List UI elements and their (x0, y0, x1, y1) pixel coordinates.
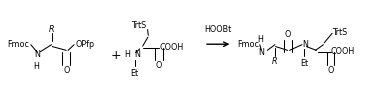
Text: OPfp: OPfp (75, 40, 94, 49)
Text: N: N (134, 50, 140, 59)
Text: R: R (272, 57, 277, 66)
Text: H: H (124, 50, 130, 59)
Text: Et: Et (300, 59, 308, 68)
Text: +: + (110, 49, 121, 62)
Text: O: O (285, 30, 291, 39)
Text: Fmoc: Fmoc (8, 40, 29, 49)
Text: N: N (302, 40, 308, 49)
Text: COOH: COOH (159, 43, 183, 52)
Text: Fmoc: Fmoc (237, 40, 259, 49)
Text: O: O (327, 66, 334, 75)
Text: TrtS: TrtS (333, 28, 348, 37)
Text: HOOBt: HOOBt (204, 25, 232, 34)
Text: O: O (156, 61, 162, 70)
Text: H: H (34, 62, 39, 71)
Text: Et: Et (131, 69, 139, 78)
Text: R: R (49, 25, 54, 34)
Text: N: N (34, 50, 40, 59)
Text: TrtS: TrtS (131, 21, 146, 30)
Text: O: O (63, 66, 70, 75)
Text: COOH: COOH (331, 47, 355, 56)
Text: N: N (259, 48, 264, 57)
Text: H: H (258, 35, 263, 44)
